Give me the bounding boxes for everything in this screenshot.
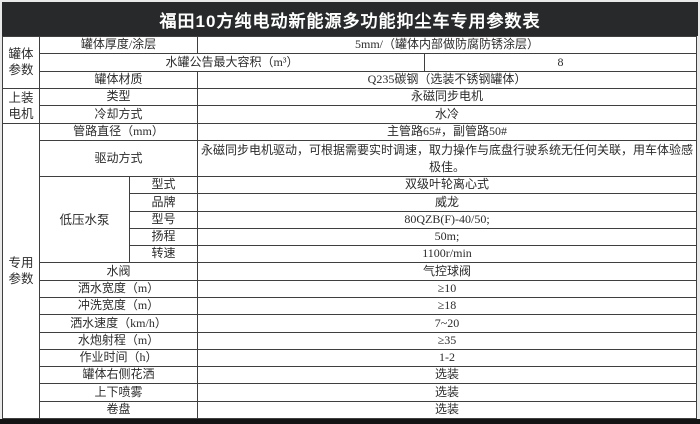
param-value-cell: 50m; (197, 227, 697, 247)
bottom-border-bar (0, 419, 700, 424)
param-value-cell: 5mm/（罐体内部做防腐防锈涂层） (197, 35, 697, 55)
table-row: 冲洗宽度（m） ≥18 (3, 296, 697, 316)
param-value-cell: 选装 (197, 383, 697, 402)
param-label-cell: 罐体厚度/涂层 (39, 35, 198, 55)
param-label-cell: 罐体右侧花洒 (39, 366, 198, 385)
param-value-cell: 主管路65#，副管路50# (197, 122, 697, 142)
param-value-cell: ≥18 (197, 296, 697, 316)
param-value-cell: Q235碳钢（选装不锈钢罐体） (197, 70, 697, 89)
table-row: 罐体参数 罐体厚度/涂层 5mm/（罐体内部做防腐防锈涂层） (2, 35, 697, 89)
spec-table-container: 罐体参数 罐体厚度/涂层 5mm/（罐体内部做防腐防锈涂层） 水罐公告最大容积（… (2, 35, 697, 420)
param-label-cell: 作业时间（h） (39, 348, 198, 368)
param-value-cell: 7~20 (197, 314, 697, 333)
group-cell-tank-params: 罐体参数 (2, 36, 40, 89)
param-label-cell: 冲洗宽度（m） (39, 296, 198, 316)
param-value-cell: 气控球阀 (197, 262, 697, 281)
param-value-cell: 水冷 (197, 105, 697, 124)
param-value-cell: 选装 (197, 366, 697, 385)
param-label-cell: 洒水速度（km/h） (39, 314, 198, 333)
table-row: 洒水宽度（m） ≥10 (3, 279, 697, 298)
table-row: 型号 80QZB(F)-40/50; (3, 210, 697, 229)
param-value-cell: 双级叶轮离心式 (197, 175, 697, 195)
table-row: 水阀 气控球阀 (3, 262, 697, 281)
param-label-cell: 类型 (39, 87, 198, 107)
param-label-cell: 管路直径（mm） (39, 122, 198, 142)
spec-table: 罐体参数 罐体厚度/涂层 5mm/（罐体内部做防腐防锈涂层） 水罐公告最大容积（… (2, 35, 697, 420)
table-row: 卷盘 选装 (3, 400, 697, 420)
param-label-cell: 品牌 (129, 193, 198, 212)
table-row: 洒水速度（km/h） 7~20 (3, 314, 697, 333)
table-row: 作业时间（h） 1-2 (3, 348, 697, 368)
param-label-cell: 水阀 (39, 262, 198, 281)
table-row: 上装电机 类型 永磁同步电机 (2, 87, 697, 124)
table-row: 低压水泵 型式 双级叶轮离心式 (3, 175, 697, 264)
param-value-cell: 1100r/min (197, 245, 697, 264)
page-title: 福田10方纯电动新能源多功能抑尘车专用参数表 (2, 2, 698, 36)
param-label-cell: 扬程 (129, 227, 198, 247)
table-row: 驱动方式 永磁同步电机驱动，可根据需要实时调速，取力操作与底盘行驶系统无任何关联… (3, 140, 697, 177)
param-value-cell: 永磁同步电机 (197, 87, 697, 107)
param-value-cell: ≥35 (197, 331, 697, 350)
param-value-cell: 选装 (197, 400, 697, 420)
param-label-cell: 型号 (129, 210, 198, 229)
table-row: 冷却方式 水冷 (3, 105, 697, 124)
param-label-cell: 上下喷雾 (39, 383, 198, 402)
param-label-cell: 罐体材质 (39, 70, 198, 89)
param-label-cell: 转速 (129, 245, 198, 264)
param-value-cell: 1-2 (197, 348, 697, 368)
table-row: 水罐公告最大容积（m³） 8 (3, 53, 697, 72)
table-row: 罐体材质 Q235碳钢（选装不锈钢罐体） (3, 70, 697, 89)
table-row: 水炮射程（m） ≥35 (3, 331, 697, 350)
param-label-cell: 水罐公告最大容积（m³） (39, 53, 425, 72)
param-label-cell: 驱动方式 (39, 140, 198, 177)
param-label-cell: 水炮射程（m） (39, 331, 198, 350)
param-value-cell: ≥10 (197, 279, 697, 298)
table-row: 罐体右侧花洒 选装 (3, 366, 697, 385)
subgroup-cell-pump: 低压水泵 (39, 175, 130, 264)
table-row: 上下喷雾 选装 (3, 383, 697, 402)
param-value-cell: 威龙 (197, 193, 697, 212)
param-label-cell: 卷盘 (39, 400, 198, 420)
param-value-cell: 80QZB(F)-40/50; (197, 210, 697, 229)
group-cell-motor: 上装电机 (2, 87, 40, 124)
table-row: 专用参数 管路直径（mm） 主管路65#，副管路50# (2, 122, 697, 420)
group-cell-special-params: 专用参数 (2, 122, 40, 420)
param-label-cell: 型式 (129, 175, 198, 195)
param-label-cell: 冷却方式 (39, 105, 198, 124)
param-value-cell: 8 (424, 53, 697, 72)
param-value-cell: 永磁同步电机驱动，可根据需要实时调速，取力操作与底盘行驶系统无任何关联，用车体验… (197, 140, 697, 177)
param-label-cell: 洒水宽度（m） (39, 279, 198, 298)
